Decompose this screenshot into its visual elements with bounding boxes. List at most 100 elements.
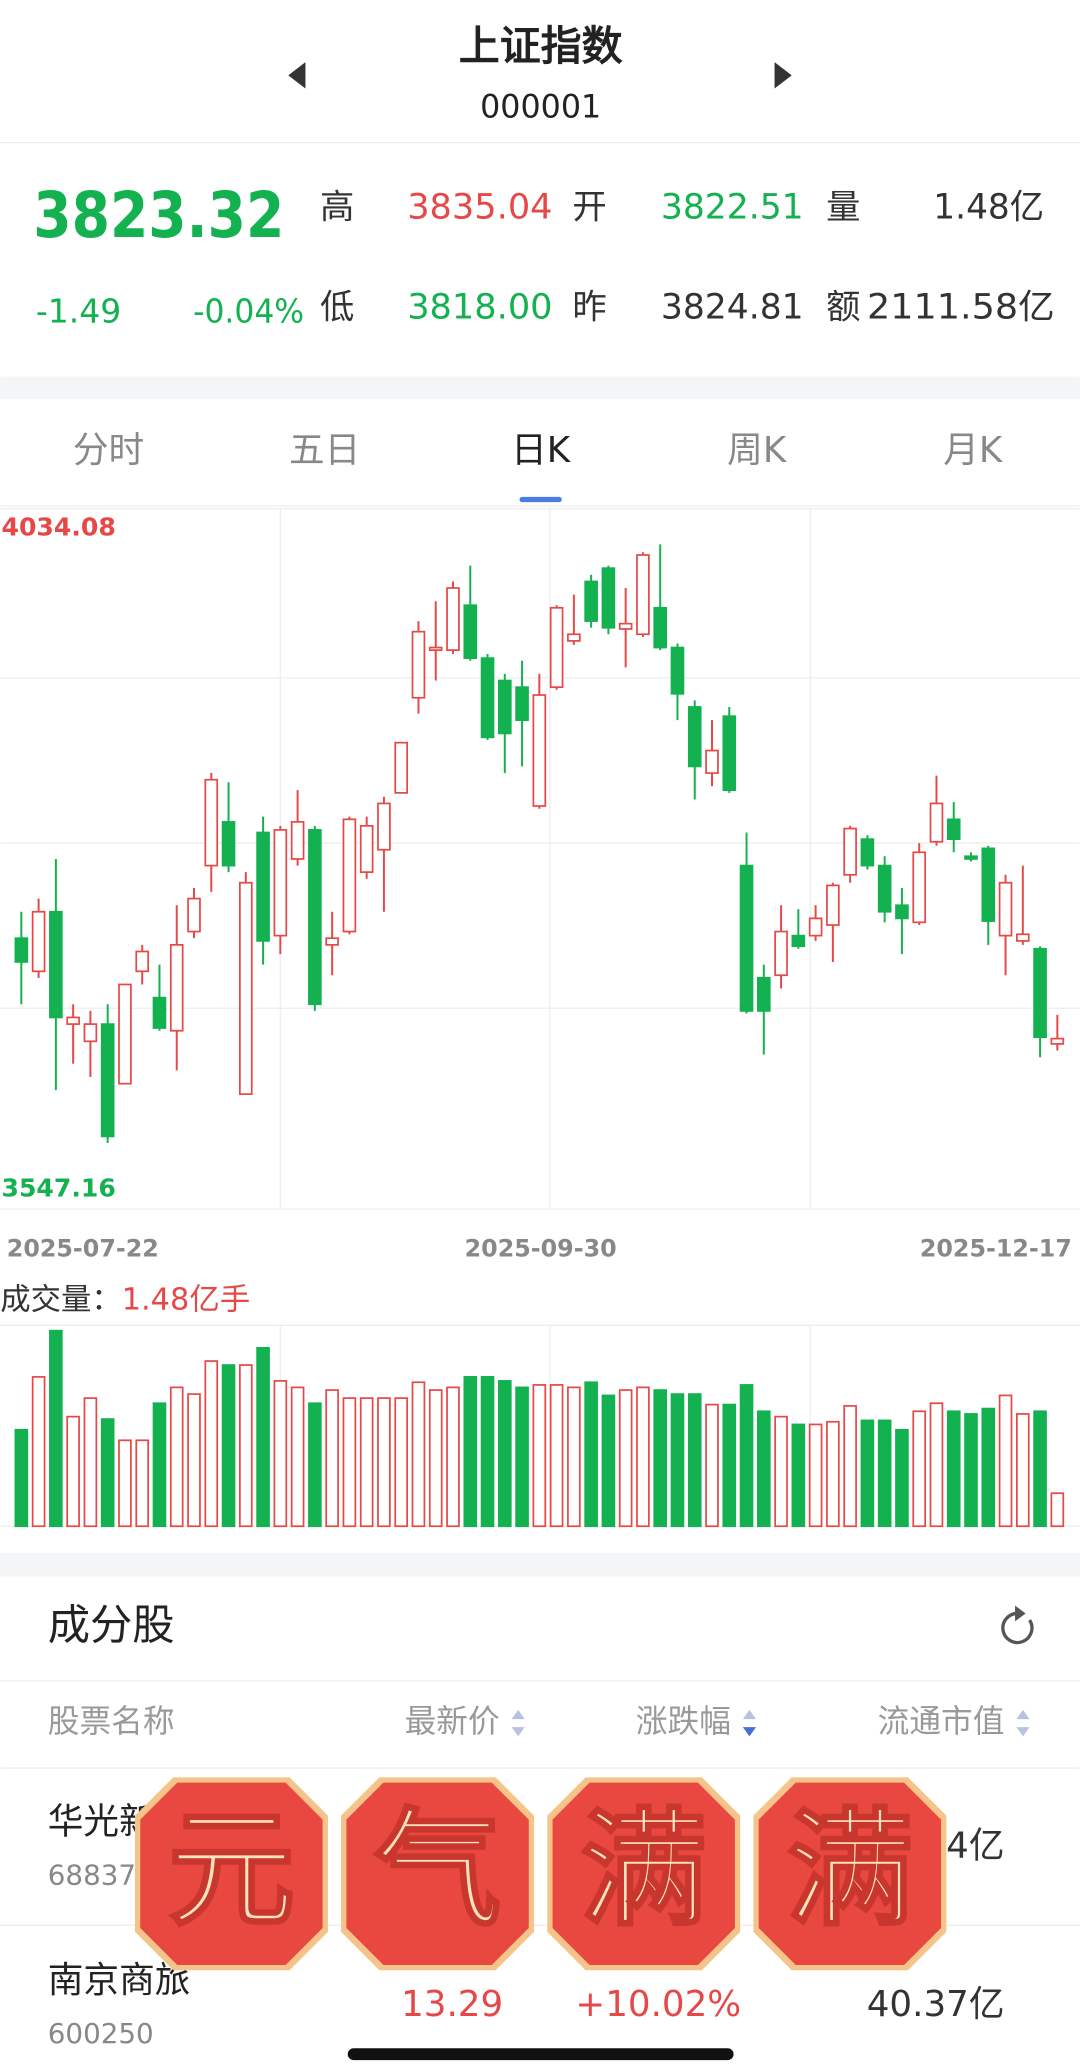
volume-bar: [169, 1386, 184, 1528]
volume-bar: [221, 1364, 236, 1528]
volume-bar: [480, 1376, 495, 1528]
refresh-icon[interactable]: [1001, 1605, 1034, 1645]
candle-body: [100, 1023, 115, 1138]
candle-body: [687, 706, 702, 768]
candle-body: [187, 897, 201, 933]
value: 3824.81: [661, 288, 804, 328]
candle-body: [964, 855, 978, 860]
stock-code: 600250: [48, 2017, 154, 2050]
volume-bar: [152, 1402, 167, 1528]
candle-body: [1050, 1037, 1065, 1045]
candle-body: [636, 554, 650, 636]
volume-bar: [49, 1329, 63, 1528]
value: 3822.51: [661, 187, 804, 227]
candle-body: [843, 827, 857, 876]
value: 3835.04: [407, 187, 552, 227]
volume-bar: [31, 1376, 46, 1528]
volume-value: 1.48亿手: [122, 1282, 250, 1317]
volume-bar: [774, 1415, 788, 1528]
candle-body: [653, 606, 668, 649]
sort-up: [511, 1709, 525, 1720]
value: 3818.00: [407, 288, 552, 328]
sort-down: [511, 1727, 525, 1737]
label: 开: [572, 187, 606, 227]
candle-body: [239, 881, 253, 1095]
candle-body: [981, 847, 996, 922]
volume-title: 成交量：1.48亿手: [0, 1282, 250, 1317]
volume-bar: [636, 1386, 650, 1528]
candle-body: [532, 694, 547, 807]
stock-name: 南京商旅: [48, 1960, 191, 2001]
label: 低: [320, 288, 354, 328]
sticker: [140, 1782, 323, 1965]
candle-body: [877, 864, 892, 913]
tab[interactable]: 日K: [511, 430, 572, 471]
column-header: 最新价: [405, 1704, 500, 1740]
volume-bar: [1033, 1410, 1047, 1528]
column-header: 流通市值: [878, 1704, 1005, 1740]
prev-arrow[interactable]: [288, 62, 306, 89]
volume-bar: [325, 1389, 339, 1528]
candle-body: [83, 1023, 98, 1043]
change: -1.49: [36, 292, 121, 331]
volume-bar: [998, 1394, 1013, 1528]
candle-body: [826, 884, 840, 926]
value: 1.48亿: [933, 187, 1044, 227]
candle-body: [169, 943, 184, 1032]
candle-body: [152, 996, 167, 1029]
candle-body: [377, 802, 391, 851]
volume-bar: [739, 1384, 754, 1528]
volume-bar: [342, 1397, 357, 1528]
tab[interactable]: 周K: [727, 430, 788, 471]
volume-bar: [411, 1381, 426, 1528]
y-tick-label: 3547.16: [2, 1173, 116, 1202]
tab[interactable]: 分时: [73, 430, 144, 471]
candle-body: [774, 930, 788, 977]
volume-bar: [722, 1403, 737, 1528]
volume-bar: [670, 1393, 685, 1528]
tab[interactable]: 月K: [943, 430, 1004, 471]
stock-cap: 4亿: [946, 1825, 1004, 1866]
candle-body: [446, 587, 460, 651]
next-arrow[interactable]: [774, 62, 792, 89]
candle-body: [757, 976, 771, 1012]
tab-indicator: [519, 496, 562, 503]
candle-body: [567, 633, 581, 642]
candle-body: [342, 818, 357, 933]
x-tick-label: 2025-07-22: [7, 1235, 159, 1263]
volume-bar: [549, 1384, 564, 1528]
volume-bar: [428, 1389, 443, 1528]
volume-bar: [463, 1376, 478, 1528]
code: 000001: [480, 89, 601, 125]
candle-body: [463, 604, 478, 659]
sticker: [758, 1782, 942, 1965]
volume-bar: [256, 1347, 270, 1528]
stock-change: +10.02%: [575, 1984, 741, 2025]
sticker: [346, 1782, 529, 1965]
y-tick-label: 4034.08: [2, 513, 116, 542]
separator: [0, 1552, 1080, 1577]
tab[interactable]: 五日: [289, 430, 360, 471]
volume-bar: [515, 1386, 529, 1528]
volume-bar: [377, 1397, 391, 1528]
volume-bar: [498, 1380, 512, 1528]
candle-body: [49, 910, 63, 1019]
candle-body: [895, 904, 909, 920]
volume-bar: [204, 1360, 219, 1528]
candle-body: [739, 864, 754, 1012]
candle-body: [549, 606, 564, 689]
candle-body: [498, 679, 512, 735]
candle-body: [808, 917, 823, 937]
volume-bar: [83, 1397, 98, 1528]
volume-bar: [826, 1420, 840, 1528]
candle-body: [1016, 933, 1030, 942]
stock-price: 13.29: [401, 1984, 503, 2025]
volume-bar: [100, 1418, 115, 1528]
volume-bar: [290, 1386, 305, 1528]
volume-bar: [308, 1402, 322, 1528]
stock-code: 68837: [48, 1858, 136, 1891]
candle-body: [1033, 947, 1047, 1039]
candle-body: [791, 934, 806, 948]
section-title: 成分股: [48, 1601, 175, 1650]
